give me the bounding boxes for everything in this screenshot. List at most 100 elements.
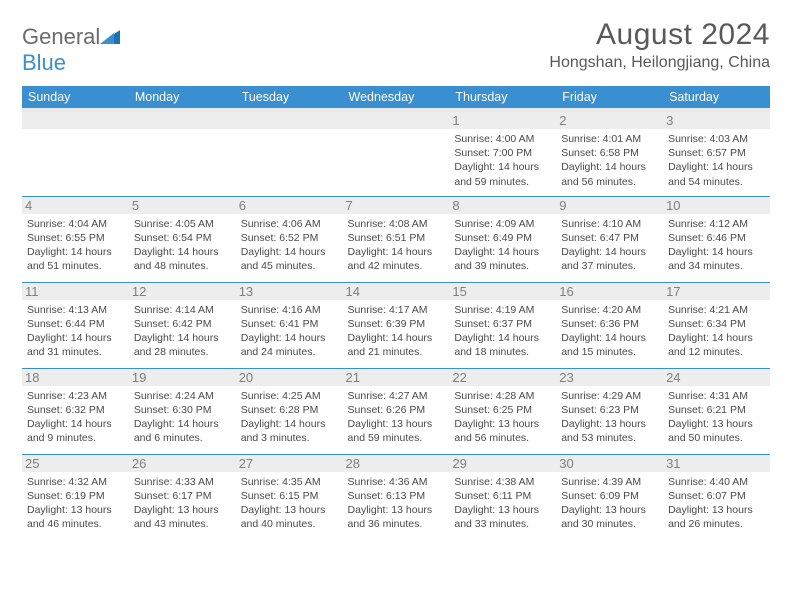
day-header: Sunday (22, 86, 129, 110)
calendar-day-cell: 6Sunrise: 4:06 AMSunset: 6:52 PMDaylight… (236, 196, 343, 282)
calendar-header-row: SundayMondayTuesdayWednesdayThursdayFrid… (22, 86, 770, 110)
day-header: Friday (556, 86, 663, 110)
calendar-day-cell (129, 110, 236, 196)
day-number: 25 (22, 455, 129, 472)
day-header: Saturday (663, 86, 770, 110)
day-details: Sunrise: 4:20 AMSunset: 6:36 PMDaylight:… (561, 303, 658, 360)
empty-day (22, 112, 129, 129)
day-details: Sunrise: 4:05 AMSunset: 6:54 PMDaylight:… (134, 217, 231, 274)
calendar-week-row: 11 Sunrise: 4:13 AMSunset: 6:44 PMDayligh… (22, 282, 770, 368)
calendar-day-cell: 16 Sunrise: 4:20 AMSunset: 6:36 PMDayligh… (556, 282, 663, 368)
day-number: 10 (663, 197, 770, 214)
day-details: Sunrise: 4:14 AMSunset: 6:42 PMDaylight:… (134, 303, 231, 360)
day-details: Sunrise: 4:08 AMSunset: 6:51 PMDaylight:… (348, 217, 445, 274)
calendar-week-row: 25Sunrise: 4:32 AMSunset: 6:19 PMDayligh… (22, 454, 770, 540)
day-number: 12 (129, 283, 236, 300)
day-number: 19 (129, 369, 236, 386)
calendar-day-cell: 22 Sunrise: 4:28 AMSunset: 6:25 PMDayligh… (449, 368, 556, 454)
day-details: Sunrise: 4:21 AMSunset: 6:34 PMDaylight:… (668, 303, 765, 360)
day-number: 14 (343, 283, 450, 300)
calendar-day-cell: 31 Sunrise: 4:40 AMSunset: 6:07 PMDayligh… (663, 454, 770, 540)
day-number: 16 (556, 283, 663, 300)
day-details: Sunrise: 4:19 AMSunset: 6:37 PMDaylight:… (454, 303, 551, 360)
day-details: Sunrise: 4:29 AMSunset: 6:23 PMDaylight:… (561, 389, 658, 446)
calendar-day-cell (343, 110, 450, 196)
calendar-day-cell: 21Sunrise: 4:27 AMSunset: 6:26 PMDayligh… (343, 368, 450, 454)
calendar-day-cell: 7 Sunrise: 4:08 AMSunset: 6:51 PMDaylight… (343, 196, 450, 282)
day-number: 4 (22, 197, 129, 214)
calendar-day-cell: 28Sunrise: 4:36 AMSunset: 6:13 PMDayligh… (343, 454, 450, 540)
calendar-day-cell: 9 Sunrise: 4:10 AMSunset: 6:47 PMDaylight… (556, 196, 663, 282)
day-details: Sunrise: 4:16 AMSunset: 6:41 PMDaylight:… (241, 303, 338, 360)
calendar-day-cell: 15 Sunrise: 4:19 AMSunset: 6:37 PMDayligh… (449, 282, 556, 368)
day-number: 31 (663, 455, 770, 472)
calendar-day-cell: 8Sunrise: 4:09 AMSunset: 6:49 PMDaylight… (449, 196, 556, 282)
calendar-day-cell: 19 Sunrise: 4:24 AMSunset: 6:30 PMDayligh… (129, 368, 236, 454)
calendar-day-cell: 11 Sunrise: 4:13 AMSunset: 6:44 PMDayligh… (22, 282, 129, 368)
day-details: Sunrise: 4:10 AMSunset: 6:47 PMDaylight:… (561, 217, 658, 274)
calendar-day-cell: 10Sunrise: 4:12 AMSunset: 6:46 PMDayligh… (663, 196, 770, 282)
day-details: Sunrise: 4:03 AMSunset: 6:57 PMDaylight:… (668, 132, 765, 189)
day-number: 17 (663, 283, 770, 300)
day-details: Sunrise: 4:00 AMSunset: 7:00 PMDaylight:… (454, 132, 551, 189)
day-number: 6 (236, 197, 343, 214)
day-number: 22 (449, 369, 556, 386)
calendar-day-cell: 26Sunrise: 4:33 AMSunset: 6:17 PMDayligh… (129, 454, 236, 540)
calendar-week-row: 1 Sunrise: 4:00 AMSunset: 7:00 PMDaylight… (22, 110, 770, 196)
day-number: 13 (236, 283, 343, 300)
day-number: 20 (236, 369, 343, 386)
calendar-week-row: 18 Sunrise: 4:23 AMSunset: 6:32 PMDayligh… (22, 368, 770, 454)
day-number: 15 (449, 283, 556, 300)
day-details: Sunrise: 4:31 AMSunset: 6:21 PMDaylight:… (668, 389, 765, 446)
day-details: Sunrise: 4:40 AMSunset: 6:07 PMDaylight:… (668, 475, 765, 532)
day-number: 18 (22, 369, 129, 386)
day-number: 8 (449, 197, 556, 214)
logo-triangle-icon (100, 24, 120, 50)
day-number: 29 (449, 455, 556, 472)
calendar-day-cell: 23 Sunrise: 4:29 AMSunset: 6:23 PMDayligh… (556, 368, 663, 454)
calendar-day-cell: 27 Sunrise: 4:35 AMSunset: 6:15 PMDayligh… (236, 454, 343, 540)
day-number: 3 (663, 112, 770, 129)
day-number: 9 (556, 197, 663, 214)
calendar-day-cell: 2Sunrise: 4:01 AMSunset: 6:58 PMDaylight… (556, 110, 663, 196)
calendar-day-cell (236, 110, 343, 196)
day-header: Tuesday (236, 86, 343, 110)
calendar-day-cell: 3 Sunrise: 4:03 AMSunset: 6:57 PMDaylight… (663, 110, 770, 196)
calendar-day-cell: 25Sunrise: 4:32 AMSunset: 6:19 PMDayligh… (22, 454, 129, 540)
day-details: Sunrise: 4:24 AMSunset: 6:30 PMDaylight:… (134, 389, 231, 446)
calendar-day-cell: 18 Sunrise: 4:23 AMSunset: 6:32 PMDayligh… (22, 368, 129, 454)
month-title: August 2024 (549, 18, 770, 52)
day-number: 23 (556, 369, 663, 386)
logo-word-2: Blue (22, 50, 66, 75)
day-details: Sunrise: 4:33 AMSunset: 6:17 PMDaylight:… (134, 475, 231, 532)
day-details: Sunrise: 4:01 AMSunset: 6:58 PMDaylight:… (561, 132, 658, 189)
header: GeneralBlue August 2024 Hongshan, Heilon… (22, 18, 770, 76)
logo-word-1: General (22, 24, 100, 49)
day-details: Sunrise: 4:13 AMSunset: 6:44 PMDaylight:… (27, 303, 124, 360)
calendar-table: SundayMondayTuesdayWednesdayThursdayFrid… (22, 86, 770, 540)
day-details: Sunrise: 4:28 AMSunset: 6:25 PMDaylight:… (454, 389, 551, 446)
day-details: Sunrise: 4:35 AMSunset: 6:15 PMDaylight:… (241, 475, 338, 532)
day-header: Wednesday (343, 86, 450, 110)
day-details: Sunrise: 4:36 AMSunset: 6:13 PMDaylight:… (348, 475, 445, 532)
day-details: Sunrise: 4:23 AMSunset: 6:32 PMDaylight:… (27, 389, 124, 446)
day-details: Sunrise: 4:38 AMSunset: 6:11 PMDaylight:… (454, 475, 551, 532)
day-number: 1 (449, 112, 556, 129)
calendar-day-cell: 24Sunrise: 4:31 AMSunset: 6:21 PMDayligh… (663, 368, 770, 454)
day-details: Sunrise: 4:25 AMSunset: 6:28 PMDaylight:… (241, 389, 338, 446)
day-number: 11 (22, 283, 129, 300)
empty-day (236, 112, 343, 129)
day-number: 7 (343, 197, 450, 214)
day-details: Sunrise: 4:27 AMSunset: 6:26 PMDaylight:… (348, 389, 445, 446)
location: Hongshan, Heilongjiang, China (549, 54, 770, 72)
day-number: 30 (556, 455, 663, 472)
logo: GeneralBlue (22, 18, 120, 76)
empty-day (343, 112, 450, 129)
empty-day (129, 112, 236, 129)
calendar-day-cell (22, 110, 129, 196)
calendar-day-cell: 14Sunrise: 4:17 AMSunset: 6:39 PMDayligh… (343, 282, 450, 368)
day-number: 27 (236, 455, 343, 472)
day-details: Sunrise: 4:04 AMSunset: 6:55 PMDaylight:… (27, 217, 124, 274)
day-header: Thursday (449, 86, 556, 110)
calendar-day-cell: 20 Sunrise: 4:25 AMSunset: 6:28 PMDayligh… (236, 368, 343, 454)
